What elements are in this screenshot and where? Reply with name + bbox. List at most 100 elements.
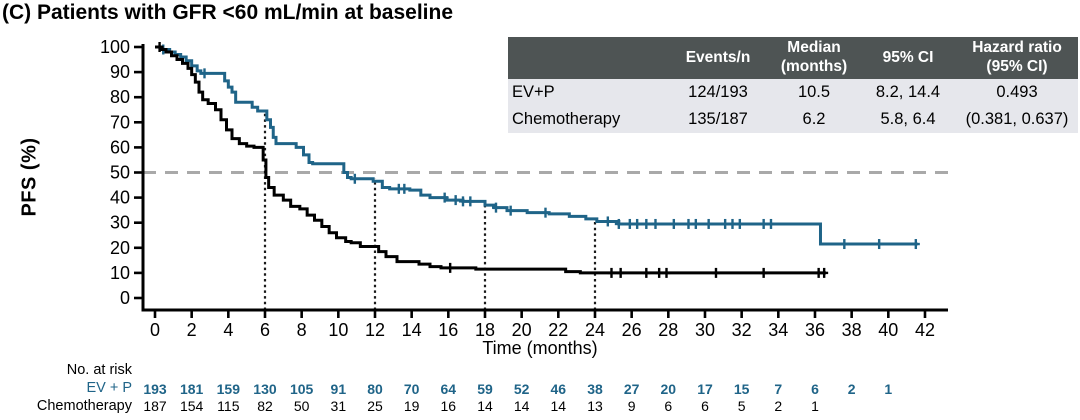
risk-count-evp: 59	[477, 381, 493, 397]
x-tick-label: 16	[438, 320, 458, 340]
risk-count-chemo: 19	[403, 398, 420, 414]
risk-count-chemo: 1	[811, 398, 819, 414]
summary-header-events: Events/n	[668, 37, 768, 79]
risk-count-evp: 38	[587, 381, 603, 397]
summary-chemo-median: 6.2	[768, 106, 860, 133]
x-axis-label: Time (months)	[482, 338, 598, 358]
x-tick-label: 0	[150, 320, 160, 340]
x-tick-label: 6	[260, 320, 270, 340]
risk-count-chemo: 82	[257, 398, 273, 414]
risk-count-chemo: 16	[440, 398, 457, 414]
y-tick-label: 80	[110, 87, 130, 107]
risk-count-chemo: 14	[477, 398, 493, 414]
x-tick-label: 10	[328, 320, 348, 340]
x-tick-label: 30	[695, 320, 715, 340]
x-tick-label: 14	[402, 320, 422, 340]
x-tick-label: 18	[475, 320, 495, 340]
summary-chemo-hr: (0.381, 0.637)	[956, 106, 1078, 133]
risk-count-evp: 7	[774, 381, 783, 397]
risk-count-chemo: 187	[143, 398, 167, 414]
risk-count-chemo: 2	[774, 398, 783, 414]
y-tick-label: 10	[110, 263, 130, 283]
risk-count-evp: 80	[367, 381, 383, 397]
risk-row-label-chemo: Chemotherapy	[36, 398, 132, 414]
x-tick-label: 32	[732, 320, 752, 340]
risk-count-evp: 6	[811, 381, 819, 397]
summary-header-blank	[508, 37, 668, 79]
risk-count-evp: 91	[330, 381, 347, 397]
risk-count-chemo: 14	[513, 398, 530, 414]
risk-count-evp: 20	[660, 381, 677, 397]
x-tick-label: 24	[585, 320, 605, 340]
x-tick-label: 4	[223, 320, 233, 340]
risk-count-chemo: 6	[701, 398, 709, 414]
x-tick-label: 20	[512, 320, 532, 340]
risk-count-chemo: 154	[179, 398, 204, 414]
risk-count-chemo: 6	[664, 398, 673, 414]
y-tick-label: 40	[110, 188, 130, 208]
x-tick-label: 42	[915, 320, 935, 340]
risk-count-evp: 2	[847, 381, 856, 397]
number-at-risk-labels: No. at risk EV + P Chemotherapy	[0, 361, 132, 415]
summary-row-chemo: Chemotherapy 135/187 6.2 5.8, 6.4 (0.381…	[508, 106, 1078, 133]
risk-count-chemo: 5	[737, 398, 746, 414]
risk-count-evp: 130	[253, 381, 277, 397]
x-tick-label: 22	[548, 320, 568, 340]
risk-count-evp: 17	[697, 381, 713, 397]
x-tick-label: 40	[878, 320, 898, 340]
x-tick-label: 8	[297, 320, 307, 340]
x-tick-label: 36	[805, 320, 825, 340]
risk-count-chemo: 31	[330, 398, 347, 414]
summary-statistics-table: Events/n Median (months) 95% CI Hazard r…	[508, 37, 1078, 133]
risk-count-evp: 181	[179, 381, 204, 397]
y-tick-label: 60	[110, 137, 130, 157]
x-tick-label: 26	[622, 320, 642, 340]
y-tick-label: 100	[100, 37, 130, 57]
summary-evp-name: EV+P	[508, 79, 668, 106]
risk-count-evp: 52	[513, 381, 530, 397]
summary-header-ci: 95% CI	[860, 37, 956, 79]
summary-evp-hr: 0.493	[956, 79, 1078, 106]
risk-count-evp: 64	[440, 381, 457, 397]
risk-count-evp: 15	[733, 381, 750, 397]
x-tick-label: 2	[187, 320, 197, 340]
risk-count-evp: 1	[884, 381, 893, 397]
risk-count-evp: 70	[403, 381, 420, 397]
y-tick-label: 30	[110, 213, 130, 233]
risk-count-evp: 159	[216, 381, 240, 397]
risk-count-chemo: 115	[217, 398, 240, 414]
summary-chemo-events: 135/187	[668, 106, 768, 133]
y-tick-label: 0	[120, 288, 130, 308]
risk-count-evp: 46	[550, 381, 567, 397]
panel-title: (C) Patients with GFR <60 mL/min at base…	[2, 1, 454, 24]
summary-evp-ci: 8.2, 14.4	[860, 79, 956, 106]
km-curve-evp	[155, 45, 918, 246]
x-tick-label: 38	[842, 320, 862, 340]
y-axis-label: PFS (%)	[18, 137, 41, 217]
risk-count-chemo: 14	[550, 398, 567, 414]
summary-chemo-ci: 5.8, 6.4	[860, 106, 956, 133]
risk-count-chemo: 13	[587, 398, 603, 414]
x-tick-label: 34	[768, 320, 788, 340]
risk-title: No. at risk	[66, 362, 132, 378]
summary-row-evp: EV+P 124/193 10.5 8.2, 14.4 0.493	[508, 79, 1078, 106]
risk-count-evp: 27	[623, 381, 640, 397]
summary-header-median: Median (months)	[768, 37, 860, 79]
risk-count-evp: 193	[143, 381, 167, 397]
risk-count-chemo: 25	[367, 398, 383, 414]
summary-header-hr: Hazard ratio (95% CI)	[956, 37, 1078, 79]
y-tick-label: 90	[110, 62, 130, 82]
risk-count-chemo: 50	[293, 398, 310, 414]
risk-count-chemo: 9	[627, 398, 636, 414]
x-tick-label: 12	[365, 320, 385, 340]
km-curve-chemo	[155, 45, 826, 275]
summary-chemo-name: Chemotherapy	[508, 106, 668, 133]
y-tick-label: 70	[110, 112, 130, 132]
x-tick-label: 28	[658, 320, 678, 340]
summary-evp-events: 124/193	[668, 79, 768, 106]
y-tick-label: 20	[110, 238, 130, 258]
summary-evp-median: 10.5	[768, 79, 860, 106]
summary-table-header-row: Events/n Median (months) 95% CI Hazard r…	[508, 37, 1078, 79]
